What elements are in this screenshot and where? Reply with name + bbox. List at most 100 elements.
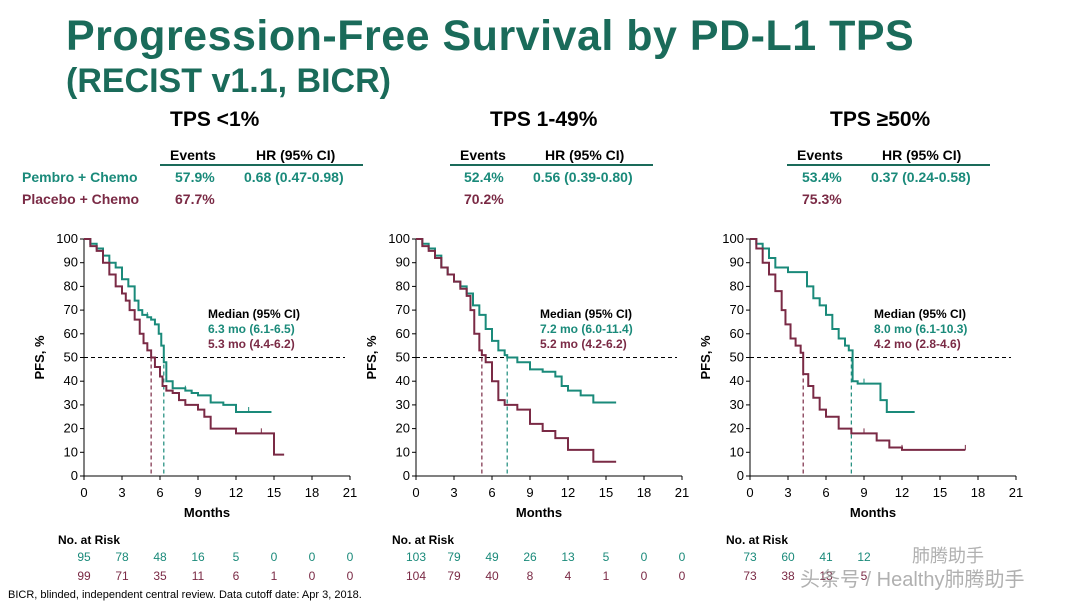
x-tick-label: 6	[156, 485, 163, 500]
footnote: BICR, blinded, independent central revie…	[8, 589, 362, 601]
y-tick-label: 10	[730, 444, 744, 459]
placebo-risk-count: 0	[308, 569, 316, 583]
km-plot-tps-1-49: 0 10 20 30 40 50 60 70 80 90 100 0 3 6 9 12 15 18 21 Months…	[364, 231, 689, 520]
y-tick-label: 90	[64, 255, 78, 270]
pembro-risk-count: 41	[819, 550, 833, 564]
x-tick-label: 0	[412, 485, 419, 500]
events-header: Events	[170, 147, 216, 163]
risk-table-label: No. at Risk	[58, 533, 121, 547]
y-tick-label: 0	[403, 468, 410, 483]
x-tick-label: 3	[784, 485, 791, 500]
pembro-risk-count: 13	[561, 550, 575, 564]
pembro-risk-count: 0	[270, 550, 278, 564]
x-tick-label: 6	[488, 485, 495, 500]
pembro-risk-count: 0	[678, 550, 686, 564]
placebo-risk-count: 0	[678, 569, 686, 583]
y-tick-label: 20	[396, 421, 410, 436]
placebo-events: 67.7%	[175, 191, 215, 207]
placebo-survival-curve	[750, 238, 966, 451]
placebo-survival-curve	[416, 238, 617, 463]
y-tick-label: 80	[396, 278, 410, 293]
pembro-risk-count: 0	[308, 550, 316, 564]
km-plot-tps-lt1: 0 10 20 30 40 50 60 70 80 90 100 0 3 6 9 12 15 18 21 Months…	[32, 231, 357, 520]
y-tick-label: 0	[71, 468, 78, 483]
x-tick-label: 18	[637, 485, 651, 500]
placebo-risk-count: 79	[447, 569, 461, 583]
pembro-row-label: Pembro + Chemo	[22, 169, 138, 185]
y-tick-label: 30	[396, 397, 410, 412]
placebo-risk-count: 1	[602, 569, 610, 583]
pembro-risk-count: 49	[485, 550, 499, 564]
y-tick-label: 100	[388, 231, 410, 246]
placebo-events: 75.3%	[802, 191, 842, 207]
y-tick-label: 30	[64, 397, 78, 412]
pembro-risk-count: 5	[602, 550, 610, 564]
pembro-events: 52.4%	[464, 169, 504, 185]
y-tick-label: 60	[64, 326, 78, 341]
placebo-risk-count: 4	[564, 569, 572, 583]
pembro-risk-count: 78	[115, 550, 129, 564]
x-tick-label: 15	[599, 485, 613, 500]
x-tick-label: 18	[305, 485, 319, 500]
y-tick-label: 0	[737, 468, 744, 483]
km-plot-tps-ge50: 0 10 20 30 40 50 60 70 80 90 100 0 3 6 9 12 15 18 21 Months…	[698, 231, 1023, 520]
pembro-survival-curve	[84, 238, 272, 414]
placebo-risk-count: 99	[77, 569, 91, 583]
y-tick-label: 20	[64, 421, 78, 436]
events-header: Events	[797, 147, 843, 163]
placebo-events: 70.2%	[464, 191, 504, 207]
pembro-risk-count: 73	[743, 550, 757, 564]
watermark-line1: 肺腾助手	[912, 546, 984, 566]
placebo-median-text: 4.2 mo (2.8-4.6)	[874, 337, 961, 351]
pembro-median-text: 6.3 mo (6.1-6.5)	[208, 322, 295, 336]
y-tick-label: 90	[396, 255, 410, 270]
y-tick-label: 50	[396, 350, 410, 365]
x-tick-label: 12	[895, 485, 909, 500]
pembro-risk-count: 5	[232, 550, 240, 564]
y-tick-label: 20	[730, 421, 744, 436]
panel-title-tps-1-49: TPS 1-49%	[490, 108, 598, 131]
pembro-risk-count: 0	[640, 550, 648, 564]
x-tick-label: 12	[561, 485, 575, 500]
x-tick-label: 0	[746, 485, 753, 500]
watermark-line2: 头条号 / Healthy肺腾助手	[800, 569, 1025, 591]
y-tick-label: 40	[64, 373, 78, 388]
placebo-risk-count: 1	[270, 569, 278, 583]
events-header: Events	[460, 147, 506, 163]
x-tick-label: 21	[1009, 485, 1023, 500]
y-tick-label: 70	[730, 302, 744, 317]
x-tick-label: 15	[933, 485, 947, 500]
x-tick-label: 3	[118, 485, 125, 500]
stats-divider	[160, 164, 363, 166]
placebo-risk-count: 38	[781, 569, 795, 583]
y-axis-label: PFS, %	[32, 335, 47, 380]
y-tick-label: 80	[64, 278, 78, 293]
pembro-risk-count: 16	[191, 550, 205, 564]
x-tick-label: 9	[860, 485, 867, 500]
placebo-risk-count: 11	[191, 569, 205, 583]
median-header: Median (95% CI)	[874, 307, 966, 321]
risk-table-label: No. at Risk	[726, 533, 789, 547]
placebo-risk-count: 13	[819, 569, 833, 583]
x-tick-label: 9	[194, 485, 201, 500]
y-tick-label: 100	[722, 231, 744, 246]
pembro-risk-count: 0	[346, 550, 354, 564]
pembro-events: 57.9%	[175, 169, 215, 185]
x-axis-label: Months	[850, 505, 896, 520]
x-tick-label: 21	[343, 485, 357, 500]
stats-divider	[787, 164, 990, 166]
stats-divider	[450, 164, 653, 166]
median-header: Median (95% CI)	[540, 307, 632, 321]
hr-header: HR (95% CI)	[256, 147, 336, 163]
hr-header: HR (95% CI)	[882, 147, 962, 163]
pembro-risk-count: 79	[447, 550, 461, 564]
y-tick-label: 60	[730, 326, 744, 341]
x-tick-label: 6	[822, 485, 829, 500]
placebo-median-text: 5.3 mo (4.4-6.2)	[208, 337, 295, 351]
watermark: 肺腾助手 头条号 / Healthy肺腾助手	[800, 544, 1024, 592]
pembro-risk-count: 95	[77, 550, 91, 564]
panel-title-tps-ge50: TPS ≥50%	[830, 108, 931, 131]
panel-title-tps-lt1: TPS <1%	[170, 108, 260, 131]
pembro-risk-count: 60	[781, 550, 795, 564]
placebo-risk-count: 71	[115, 569, 129, 583]
